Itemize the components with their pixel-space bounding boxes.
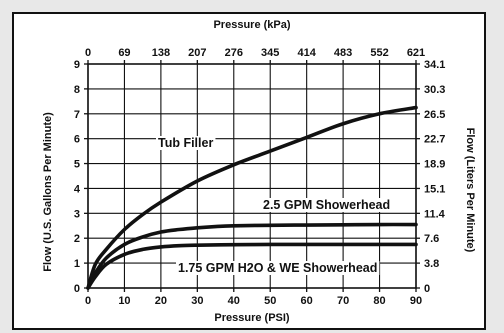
- plot-border: [87, 63, 417, 289]
- x-top-tick-label: 552: [370, 47, 388, 59]
- y-right-tick-label: 22.7: [424, 134, 445, 146]
- y-tick-label: 8: [74, 84, 80, 96]
- showerhead-25-line: [86, 222, 418, 290]
- y-tick-label: 7: [74, 109, 80, 121]
- left-axis-title: Flow (U.S. Gallons Per Minute): [42, 112, 54, 272]
- ticks-layer: 0010692013830207402765034560414704838055…: [74, 47, 446, 307]
- x-top-tick-label: 345: [261, 47, 279, 59]
- y-right-tick-label: 18.9: [424, 159, 445, 171]
- grid: [87, 63, 417, 289]
- bottom-axis-title: Pressure (PSI): [214, 312, 290, 324]
- x-tick-label: 40: [228, 295, 240, 307]
- x-tick-label: 80: [373, 295, 385, 307]
- y-tick-label: 9: [74, 59, 80, 71]
- y-tick-label: 2: [74, 233, 80, 245]
- y-tick-label: 4: [74, 183, 81, 195]
- y-right-tick-label: 11.4: [424, 208, 446, 220]
- y-right-tick-label: 26.5: [424, 109, 445, 121]
- flow-pressure-chart: 0010692013830207402765034560414704838055…: [42, 19, 476, 324]
- y-right-tick-label: 30.3: [424, 84, 445, 96]
- x-tick-label: 10: [118, 295, 130, 307]
- showerhead-25-label-background: [261, 198, 393, 212]
- x-tick-label: 90: [410, 295, 422, 307]
- x-tick-label: 50: [264, 295, 276, 307]
- x-top-tick-label: 207: [188, 47, 206, 59]
- x-tick-label: 0: [85, 295, 91, 307]
- y-tick-label: 6: [74, 134, 80, 146]
- tub-filler-line: [86, 105, 418, 290]
- top-axis-title: Pressure (kPa): [213, 19, 290, 31]
- x-tick-label: 30: [191, 295, 203, 307]
- x-top-tick-label: 621: [407, 47, 425, 59]
- y-tick-label: 1: [74, 258, 80, 270]
- x-tick-label: 60: [301, 295, 313, 307]
- x-tick-label: 70: [337, 295, 349, 307]
- x-top-tick-label: 483: [334, 47, 352, 59]
- showerhead-25-label: 2.5 GPM Showerhead: [263, 198, 390, 212]
- y-tick-label: 5: [74, 159, 80, 171]
- y-tick-label: 3: [74, 208, 80, 220]
- y-right-tick-label: 7.6: [424, 233, 439, 245]
- showerhead-175-line: [86, 242, 418, 290]
- tub-filler-label: Tub Filler: [158, 136, 213, 150]
- tub-filler-label-background: [156, 136, 216, 150]
- x-top-tick-label: 69: [118, 47, 130, 59]
- y-right-tick-label: 34.1: [424, 59, 445, 71]
- chart-frame: 0 0 10 69 20 138 30 207 40 276 50 345 60 414 70 483 80 55…: [12, 12, 486, 330]
- x-top-tick-label: 138: [152, 47, 170, 59]
- right-axis-title: Flow (Liters Per Minute): [464, 128, 476, 253]
- x-tick-label: 20: [155, 295, 167, 307]
- showerhead-175-label-background: [176, 261, 380, 275]
- y-tick-label: 0: [74, 283, 80, 295]
- y-right-tick-label: 15.1: [424, 183, 445, 195]
- x-top-tick-label: 0: [85, 47, 91, 59]
- y-right-tick-label: 0: [424, 283, 430, 295]
- x-top-tick-label: 414: [297, 47, 316, 59]
- series-layer: [86, 105, 418, 290]
- showerhead-175-label: 1.75 GPM H2O & WE Showerhead: [178, 261, 377, 275]
- y-right-tick-label: 3.8: [424, 258, 439, 270]
- x-top-tick-label: 276: [225, 47, 243, 59]
